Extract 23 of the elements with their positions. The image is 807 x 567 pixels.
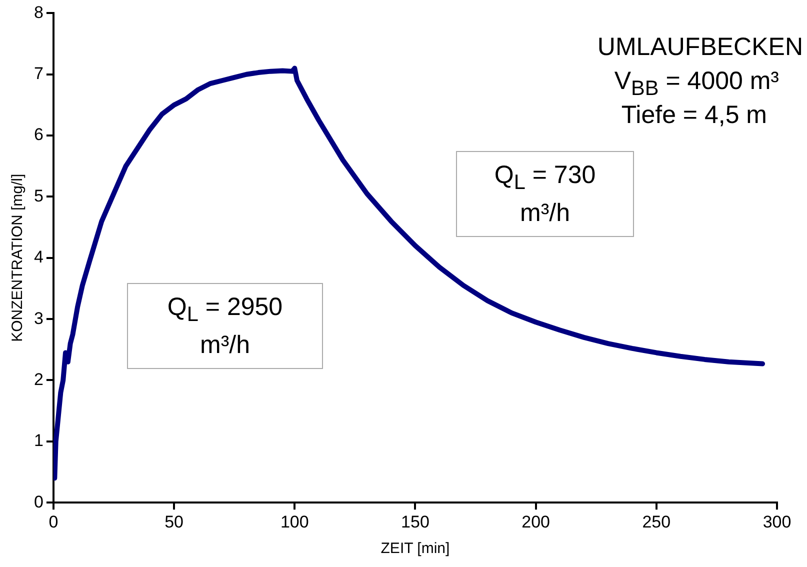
- y-tick-label: 1: [34, 431, 44, 450]
- y-tick-label: 7: [34, 64, 44, 84]
- annotation: UMLAUFBECKEN: [597, 32, 803, 62]
- y-tick-label: 2: [34, 370, 44, 389]
- annotation: Q$_{L}$ = 730 m³/h: [456, 151, 634, 237]
- y-tick-label: 8: [34, 2, 44, 22]
- x-tick-label: 0: [48, 512, 58, 532]
- x-tick-label: 250: [642, 512, 671, 532]
- y-tick-label: 4: [34, 248, 44, 267]
- x-tick-label: 300: [762, 512, 792, 532]
- y-axis-title: KONZENTRATION [mg/l]: [9, 174, 26, 342]
- y-tick-label: 3: [34, 308, 44, 328]
- x-tick-label: 100: [280, 512, 309, 532]
- x-tick-label: 200: [522, 512, 550, 532]
- y-tick-label: 5: [34, 186, 44, 206]
- x-tick-label: 150: [401, 512, 430, 532]
- y-tick-label: 6: [34, 125, 44, 144]
- annotation: Q$_{L}$ = 2950 m³/h: [127, 283, 323, 369]
- x-axis-title: ZEIT [min]: [380, 540, 450, 558]
- x-tick-label: 50: [164, 512, 184, 532]
- y-tick-label: 0: [34, 492, 44, 512]
- annotation: V$_{BB}$ = 4000 m³: [614, 67, 779, 100]
- annotation: Tiefe = 4,5 m: [621, 100, 767, 130]
